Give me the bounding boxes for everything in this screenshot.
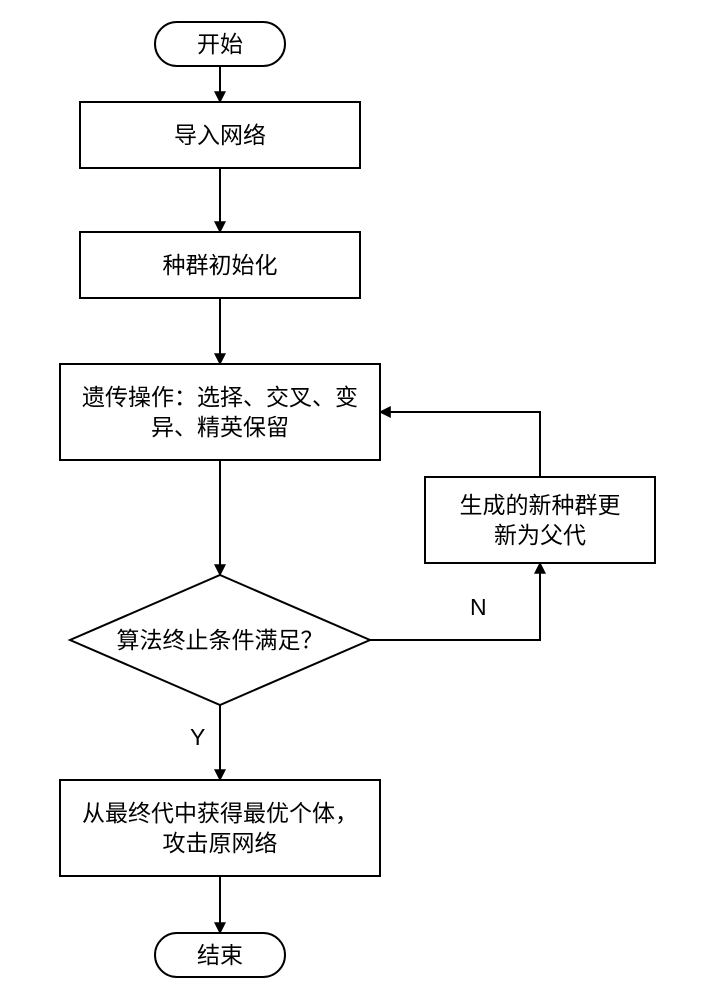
update-label-0: 生成的新种群更 — [460, 492, 621, 518]
init-label-0: 种群初始化 — [163, 252, 278, 278]
decision-label: 算法终止条件满足？ — [117, 627, 324, 653]
update-label-1: 新为父代 — [494, 522, 586, 548]
end-node: 结束 — [155, 933, 285, 977]
start-label: 开始 — [197, 31, 243, 57]
edge-update-genetic — [380, 412, 540, 477]
genetic-node: 遗传操作：选择、交叉、变异、精英保留 — [60, 364, 380, 460]
final-label-0: 从最终代中获得最优个体， — [82, 800, 358, 826]
edge-decision-update — [370, 563, 540, 640]
start-node: 开始 — [155, 22, 285, 66]
update-node: 生成的新种群更新为父代 — [425, 477, 655, 563]
end-label: 结束 — [197, 942, 243, 968]
final-node: 从最终代中获得最优个体， 攻击原网络 — [60, 780, 380, 876]
genetic-label-1: 异、精英保留 — [151, 414, 289, 440]
init-node: 种群初始化 — [80, 232, 360, 298]
decision-node: 算法终止条件满足？ — [70, 575, 370, 705]
final-label-1: 攻击原网络 — [163, 830, 278, 856]
import-label-0: 导入网络 — [174, 122, 266, 148]
genetic-label-0: 遗传操作：选择、交叉、变 — [82, 384, 358, 410]
import-node: 导入网络 — [80, 102, 360, 168]
edge-label-6: N — [470, 594, 487, 620]
edge-label-4: Y — [190, 724, 205, 750]
